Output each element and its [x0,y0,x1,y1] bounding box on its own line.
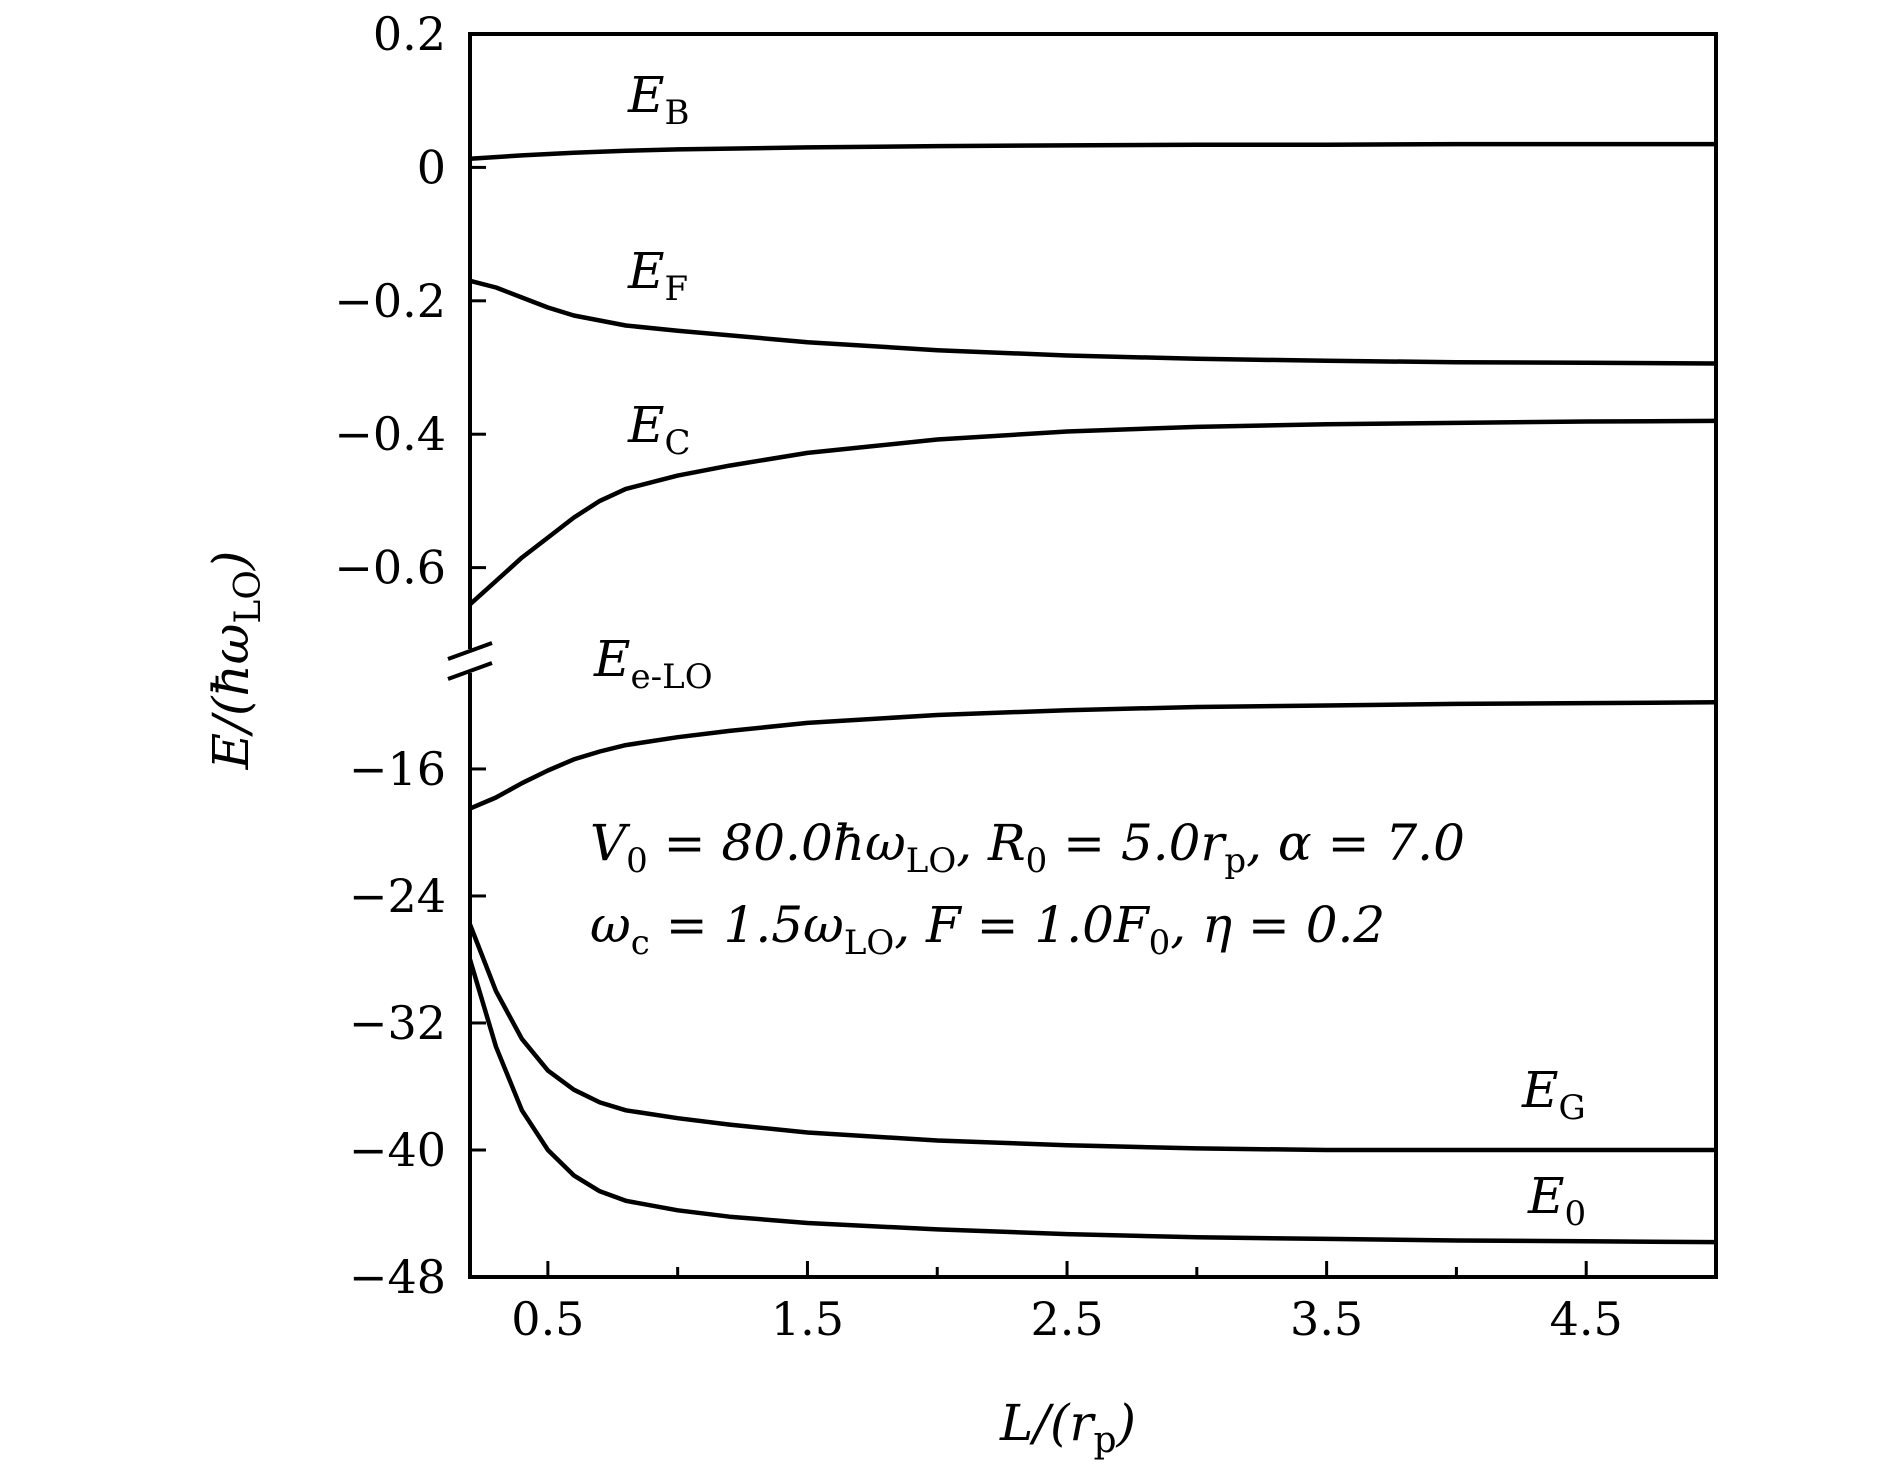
plot-area: 0.2 0 −0.2 −0.4 −0.6 −16 −24 −32 −40 −48 0.5 1.5 2.5… [202,7,1718,1461]
series-line-F [469,278,1717,366]
y-tick-label: −48 [349,1250,446,1304]
y-tick-label: 0 [417,140,446,194]
x-tick-label: 2.5 [1030,1292,1103,1346]
series-line-G [467,923,1716,1153]
parameter-text-line2: ωc = 1.5ωLO, F = 1.0F0, η = 0.2 [590,896,1385,963]
x-tick-label: 4.5 [1550,1292,1623,1346]
axis-break-mark [447,641,493,661]
series-label-F: EF [627,242,688,309]
series-line-e-LO [469,700,1717,811]
x-axis-label: L/(rp) [999,1394,1136,1461]
x-tick-label: 1.5 [771,1292,844,1346]
series-label-C: EC [627,396,691,463]
series-line-0 [467,958,1717,1245]
y-axis-label: E/(ħωLO) [202,551,269,771]
series-line-C [468,418,1717,606]
y-tick-label: −0.6 [334,541,446,595]
y-tick-label: −0.2 [334,274,446,328]
y-tick-label: −16 [349,742,446,796]
series-label-G: EG [1521,1061,1586,1128]
axis-break-mark [447,661,493,681]
x-tick-label: 0.5 [511,1292,584,1346]
y-tick-label: −0.4 [334,407,446,461]
y-tick-label: 0.2 [373,7,446,61]
parameter-text-line1: V0 = 80.0ħωLO, R0 = 5.0rp, α = 7.0 [590,814,1465,881]
x-tick-label: 3.5 [1290,1292,1363,1346]
series-label-e-LO: Ee-LO [593,630,713,697]
series-label-B: EB [627,66,690,133]
y-tick-label: −24 [349,869,446,923]
y-tick-label: −32 [349,996,446,1050]
series-label-0: E0 [1527,1167,1586,1234]
series-line-B [469,141,1716,161]
y-tick-label: −40 [349,1123,446,1177]
